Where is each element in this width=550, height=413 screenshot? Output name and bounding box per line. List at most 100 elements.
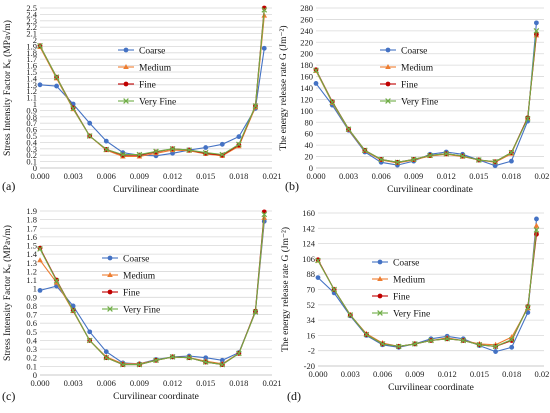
x-axis-label: Curvilinear coordinate (388, 383, 474, 393)
data-point-very-fine-stroke (120, 151, 126, 158)
chart-panel-1: 00.10.20.30.40.50.60.70.80.911.11.21.31.… (2, 3, 282, 195)
data-point-coarse (54, 83, 59, 89)
x-tick-label: 0.006 (372, 171, 391, 181)
y-tick-label: -20 (304, 361, 315, 371)
x-tick-label: 0.018 (229, 171, 248, 181)
legend-item-coarse: Coarse (118, 47, 165, 57)
data-point-very-fine (508, 336, 515, 343)
y-tick-label: 200 (300, 49, 313, 59)
legend: Coarse Medium Fine Very Fine (380, 47, 438, 108)
x-tick-label: 0.000 (30, 378, 49, 388)
series-line-coarse (39, 221, 265, 365)
legend-marker-coarse (123, 47, 129, 53)
chart-panel-4: -20 -2 16 34 52 70 88 106 124 142 160 0.000 0.003 0.0… (280, 208, 550, 403)
legend-item-very-fine: Very Fine (380, 98, 438, 108)
series-coarse (315, 216, 539, 354)
legend-marker-fine (107, 289, 113, 295)
data-point-very-fine-stroke (103, 354, 110, 361)
data-point-coarse (87, 120, 93, 126)
data-point-very-fine-stroke (394, 159, 401, 166)
data-point-very-fine (394, 159, 401, 166)
data-point-very-fine (378, 156, 384, 163)
data-point-very-fine (202, 359, 209, 365)
data-point-very-fine-stroke (186, 354, 192, 361)
y-axis-label: Stress Intensity Factor Kₑ (MPa√m) (2, 20, 13, 156)
data-point-very-fine (410, 156, 417, 163)
legend-marker-fine (377, 293, 383, 299)
data-point-very-fine (428, 337, 434, 344)
data-point-very-fine-stroke (428, 337, 434, 344)
legend-label-medium: Medium (123, 272, 156, 282)
data-point-very-fine (525, 304, 531, 311)
data-point-very-fine-stroke (363, 331, 370, 338)
y-tick-label: 16 (307, 330, 316, 340)
legend-marker-medium (385, 64, 391, 69)
data-point-very-fine (186, 147, 192, 153)
x-tick-label: 0.009 (405, 369, 424, 379)
data-point-very-fine (169, 354, 176, 360)
y-axis-label: The energy release rate G (Jm⁻²) (280, 227, 291, 352)
y-tick-label: 0.1 (26, 157, 37, 167)
data-point-very-fine-stroke (444, 335, 450, 342)
data-point-very-fine (86, 133, 93, 139)
data-point-very-fine-stroke (219, 151, 226, 158)
y-tick-label: 1.7 (26, 54, 37, 64)
data-point-very-fine-stroke (86, 133, 93, 139)
data-point-coarse (37, 288, 43, 293)
series-very-fine (313, 28, 540, 166)
legend-label-medium: Medium (393, 276, 426, 286)
y-tick-label: 0.8 (26, 112, 37, 122)
x-tick-label: 0.006 (97, 171, 116, 181)
legend-marker-fine (385, 81, 391, 87)
x-tick-label: 0.012 (163, 171, 182, 181)
data-point-very-fine (533, 227, 540, 233)
y-tick-label: 0 (309, 163, 313, 173)
x-tick-label: 0.003 (64, 171, 83, 181)
data-point-coarse (261, 45, 267, 51)
x-tick-label: 0.000 (308, 369, 327, 379)
legend-marker-very-fine (385, 98, 391, 104)
x-tick-label: 0.009 (130, 378, 149, 388)
data-point-very-fine-stroke (492, 343, 499, 350)
y-tick-label: 1.4 (26, 249, 37, 259)
data-point-fine (315, 257, 321, 263)
y-tick-label: 1.5 (26, 241, 37, 251)
data-point-coarse (534, 216, 539, 222)
y-tick-label: 124 (302, 239, 316, 249)
series-line-fine (317, 234, 538, 347)
panel-label: (d) (287, 389, 301, 403)
legend-item-fine: Fine (380, 81, 418, 91)
data-point-very-fine (37, 42, 43, 49)
y-tick-label: 0.2 (26, 150, 37, 160)
panel-label: (a) (2, 179, 15, 193)
data-point-very-fine (103, 354, 110, 361)
x-tick-label: 0.006 (373, 369, 392, 379)
series-fine (315, 231, 539, 349)
data-point-very-fine-stroke (261, 7, 268, 13)
y-tick-label: 180 (300, 60, 313, 70)
x-tick-label: 0.009 (404, 171, 423, 181)
data-point-very-fine (120, 361, 126, 368)
data-point-coarse (219, 141, 225, 147)
data-point-very-fine-stroke (313, 67, 319, 74)
data-point-very-fine-stroke (331, 286, 337, 293)
data-point-coarse (313, 81, 319, 86)
data-point-very-fine-stroke (460, 337, 467, 344)
data-point-very-fine (508, 149, 515, 156)
series-line-coarse (317, 218, 538, 353)
data-point-very-fine-stroke (459, 153, 466, 159)
data-point-very-fine-stroke (362, 147, 368, 154)
data-point-very-fine-stroke (236, 141, 242, 148)
data-point-very-fine (153, 357, 159, 364)
legend-label-fine: Fine (393, 293, 410, 303)
data-point-very-fine (70, 307, 76, 314)
data-point-very-fine-stroke (347, 312, 354, 318)
data-point-very-fine (524, 116, 531, 122)
y-tick-label: 0.5 (26, 131, 37, 141)
y-tick-label: 1.1 (26, 93, 37, 103)
data-point-coarse (493, 349, 498, 354)
y-tick-label: 240 (300, 26, 313, 36)
data-point-very-fine (444, 335, 450, 342)
data-point-coarse (509, 344, 515, 350)
series-coarse (37, 218, 267, 367)
